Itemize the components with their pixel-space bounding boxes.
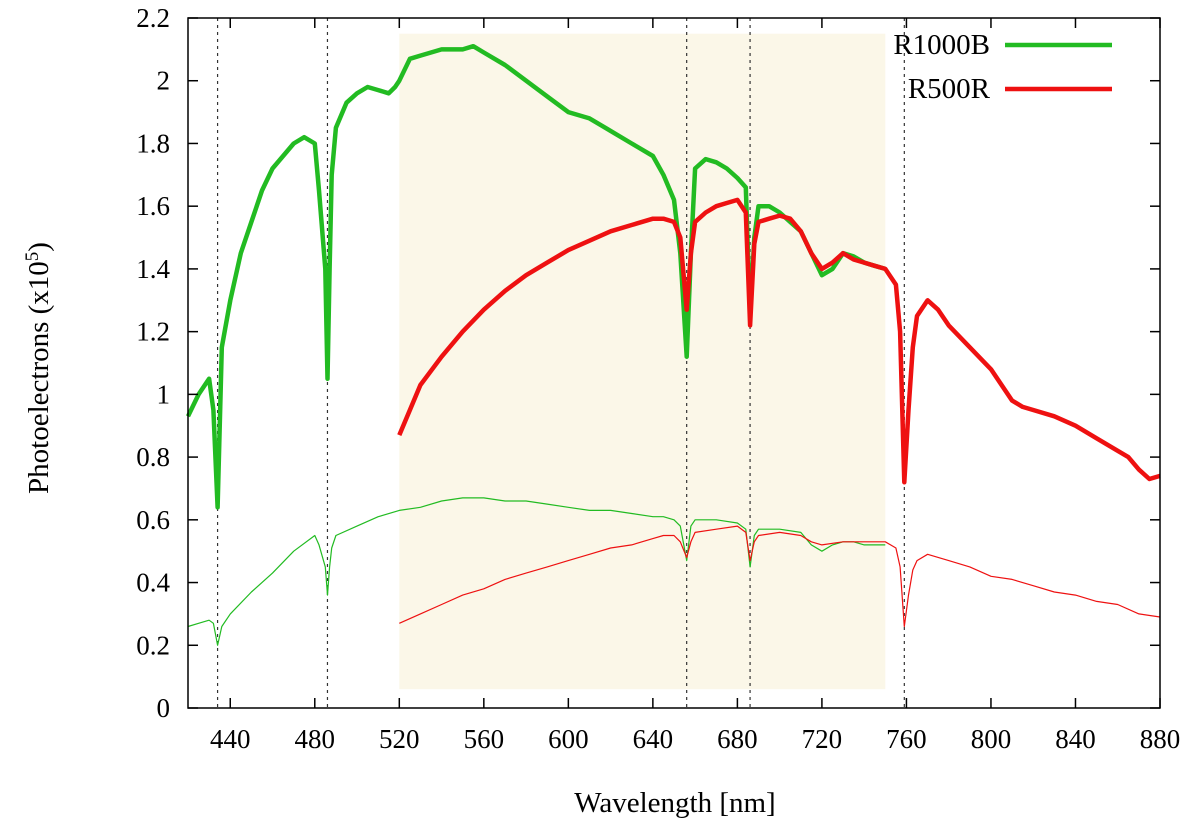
legend-label-r1000b: R1000B [893,29,990,61]
y-tick-label: 1.4 [136,254,170,284]
series-line-0 [185,43,886,510]
axis-ticks: 0 0.2 0.4 0.6 0.8 1 1.2 1.4 1.6 1.8 2 2.2 440 480 520 5… [136,3,1180,754]
y-axis-title-main: Photoelectrons (x10 [23,261,55,494]
x-tick-label: 760 [886,724,927,754]
x-tick-label: 680 [717,724,758,754]
y-tick-label: 1 [157,379,171,409]
shaded-region [399,33,886,690]
x-tick-label: 880 [1140,724,1181,754]
y-tick-label: 0.2 [136,630,170,660]
y-axis-title: Photoelectrons (x105) [22,242,56,494]
series-line-2 [187,497,886,646]
x-tick-label: 640 [633,724,674,754]
y-tick-label: 1.2 [136,317,170,347]
y-axis-title-close: ) [23,242,55,252]
x-axis-title: Wavelength [nm] [574,787,775,819]
y-tick-label: 1.6 [136,191,170,221]
x-tick-label: 720 [802,724,843,754]
series-group [185,43,1161,646]
legend: R1000B R500R [893,29,1112,105]
y-tick-label: 0.6 [136,505,170,535]
legend-label-r500r: R500R [908,73,991,105]
series-line-3 [399,525,1161,628]
y-axis-title-exponent: 5 [22,252,43,262]
x-tick-label: 800 [971,724,1012,754]
y-tick-label: 2.2 [136,3,170,33]
y-tick-label: 2 [157,66,171,96]
x-tick-label: 840 [1055,724,1096,754]
x-tick-label: 560 [464,724,505,754]
plot-frame [187,17,1161,709]
x-tick-label: 600 [548,724,589,754]
x-tick-label: 480 [295,724,336,754]
y-tick-label: 1.8 [136,128,170,158]
x-tick-label: 440 [210,724,251,754]
series-line-1 [397,197,1161,485]
y-tick-label: 0.8 [136,442,170,472]
x-tick-label: 520 [379,724,420,754]
y-tick-label: 0.4 [136,568,170,598]
y-tick-label: 0 [157,693,171,723]
